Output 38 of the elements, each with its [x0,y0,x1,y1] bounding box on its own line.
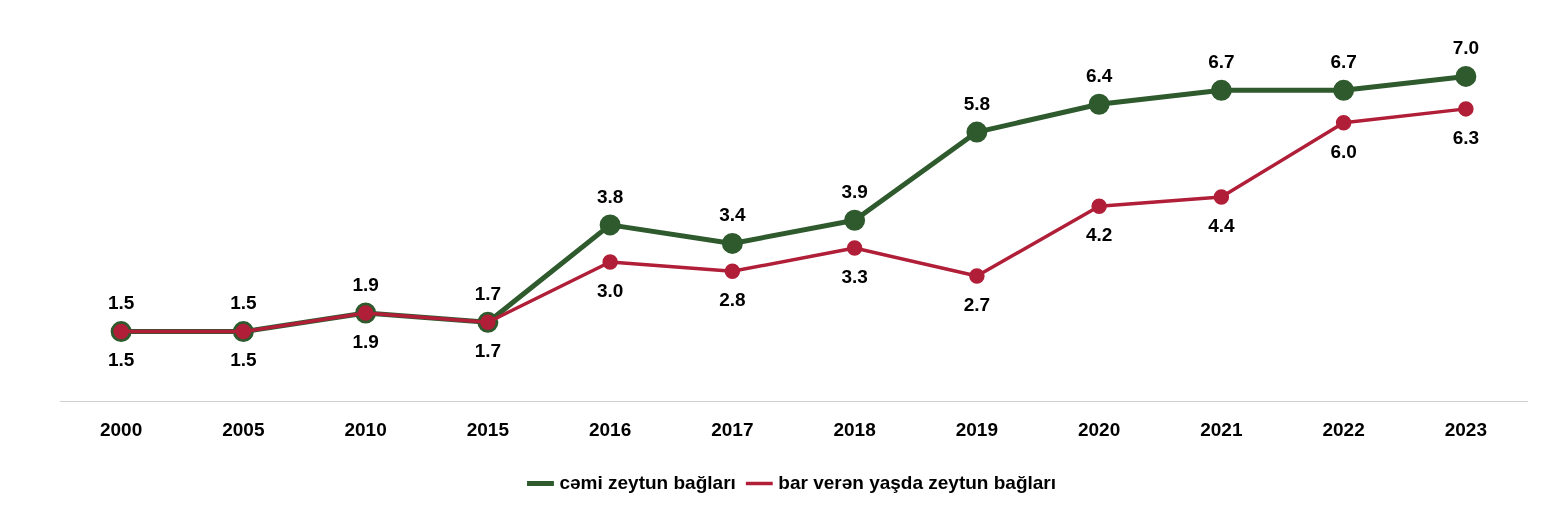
data-label: 1.5 [230,349,258,371]
data-label: 3.8 [596,185,624,207]
x-tick-label: 2010 [344,418,387,440]
legend-label: cəmi zeytun bağları [559,471,736,493]
data-label: 1.5 [107,292,135,314]
data-label: 5.8 [963,92,991,114]
data-label: 7.0 [1452,37,1480,59]
data-label: 4.2 [1085,224,1113,246]
x-tick-label: 2021 [1200,418,1243,440]
x-tick-label: 2022 [1322,418,1365,440]
data-label: 6.4 [1085,64,1113,86]
x-tick-label: 2005 [222,418,265,440]
legend-label: bar verən yaşda zeytun bağları [778,471,1057,493]
data-label: 4.4 [1208,214,1236,236]
x-tick-label: 2016 [588,418,632,440]
x-tick-label: 2000 [99,418,143,440]
data-label: 3.4 [719,204,747,226]
data-label: 3.0 [596,279,624,301]
x-tick-label: 2017 [711,418,754,440]
x-tick-label: 2015 [466,418,510,440]
data-label: 1.7 [474,340,502,362]
data-label: 2.7 [963,293,991,315]
data-label: 1.5 [230,292,258,314]
data-label: 3.9 [841,180,868,202]
data-label: 6.3 [1452,126,1480,148]
x-tick-label: 2023 [1444,418,1488,440]
data-label: 2.8 [719,289,746,311]
data-label: 1.7 [474,283,502,305]
data-label: 6.0 [1330,140,1357,162]
data-label: 6.7 [1208,51,1235,73]
data-label: 3.3 [841,265,868,287]
x-tick-label: 2019 [955,418,999,440]
data-label: 1.9 [352,330,379,352]
data-label: 1.5 [107,349,135,371]
data-label: 1.9 [352,273,379,295]
x-tick-label: 2020 [1077,418,1121,440]
data-label: 6.7 [1330,51,1357,73]
x-tick-label: 2018 [833,418,876,440]
